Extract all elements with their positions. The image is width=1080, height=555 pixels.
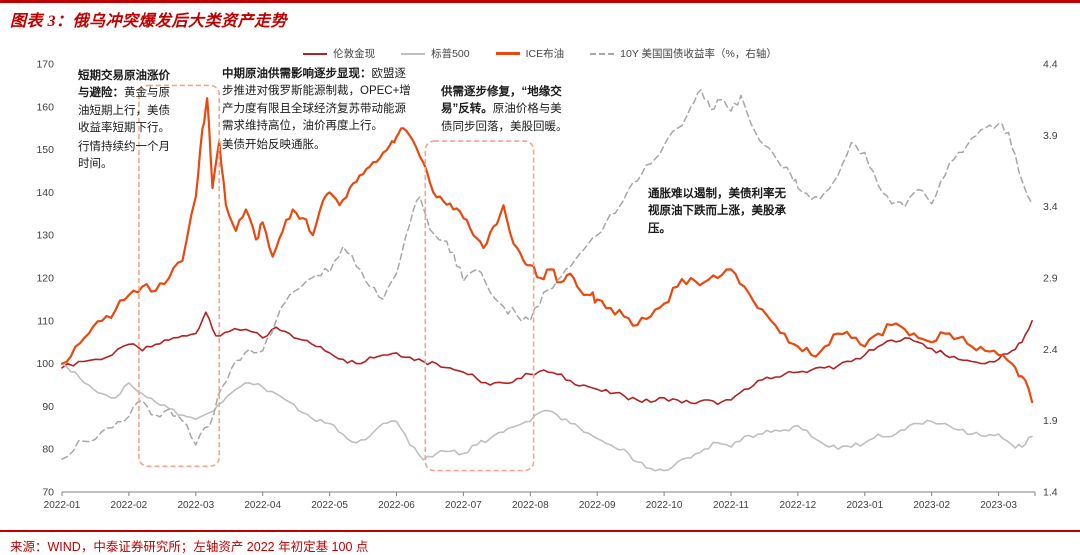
annotation-mid-term: 中期原油供需影响逐步显现：欧盟逐步推进对俄罗斯能源制裁，OPEC+增产力度有限且… xyxy=(222,66,412,154)
y-left-tick-label: 140 xyxy=(36,187,54,199)
series-line-2 xyxy=(60,97,1034,404)
annotation-short-term: 短期交易原油涨价与避险：黄金与原油短期上行，美债收益率短期下行。 行情持续约一个… xyxy=(78,68,172,174)
y-right-tick-label: 2.4 xyxy=(1043,344,1058,356)
x-axis-tick-label: 2022-07 xyxy=(445,500,482,511)
y-left-tick-label: 100 xyxy=(36,358,54,370)
annotation-mid-term-text: 欧盟逐步推进对俄罗斯能源制裁，OPEC+增产力度有限且全球经济复苏带动能源需求维… xyxy=(222,68,411,132)
y-right-tick-label: 1.9 xyxy=(1043,415,1058,427)
source-note: 来源：WIND，中泰证券研究所；左轴资产 2022 年初定基 100 点 xyxy=(10,540,369,554)
annotation-repair-text: 原油价格与美债同步回落，美股回暖。 xyxy=(441,103,568,133)
y-left-tick-label: 70 xyxy=(42,487,54,499)
legend-label-ust10y: 10Y 美国国债收益率（%，右轴） xyxy=(620,48,777,60)
series-line-3 xyxy=(61,88,1033,460)
legend-label-gold: 伦敦金现 xyxy=(333,48,376,60)
y-left-tick-label: 120 xyxy=(36,273,54,285)
sp500-line-swatch xyxy=(401,52,426,55)
x-axis-tick-label: 2022-06 xyxy=(378,500,415,511)
legend-item-brent: ICE布油 xyxy=(495,46,565,61)
x-axis-tick-label: 2022-08 xyxy=(512,500,549,511)
y-right-tick-label: 3.9 xyxy=(1043,130,1058,142)
annotation-short-term-text: 黄金与原油短期上行，美债收益率短期下行。 xyxy=(78,87,170,134)
y-left-tick-label: 160 xyxy=(36,101,54,113)
brent-line-swatch xyxy=(495,52,520,55)
y-left-tick-label: 90 xyxy=(42,401,54,413)
annotation-mid-term-para2: 美债开始反映通胀。 xyxy=(222,139,326,151)
ust10y-line-swatch xyxy=(590,52,615,55)
figure-title: 图表 3：俄乌冲突爆发后大类资产走势 xyxy=(10,13,288,30)
annotation-repair-bold: 供需逐步修复，“地缘交易”反转。 xyxy=(441,86,562,116)
x-axis-tick-label: 2022-02 xyxy=(111,500,148,511)
y-left-tick-label: 150 xyxy=(36,144,54,156)
chart-legend: 伦敦金现 标普500 ICE布油 10Y 美国国债收益率（%，右轴） xyxy=(0,46,1080,61)
x-axis-tick-label: 2022-03 xyxy=(177,500,214,511)
x-axis-tick-label: 2023-02 xyxy=(913,500,950,511)
series-line-1 xyxy=(61,362,1033,472)
highlight-box-1 xyxy=(138,84,221,468)
annotation-repair: 供需逐步修复，“地缘交易”反转。原油价格与美债同步回落，美股回暖。 xyxy=(441,84,569,136)
y-left-tick-label: 110 xyxy=(37,315,54,327)
x-axis-tick-label: 2022-05 xyxy=(311,500,348,511)
x-axis-tick-label: 2022-04 xyxy=(244,500,281,511)
legend-item-ust10y: 10Y 美国国债收益率（%，右轴） xyxy=(590,46,777,61)
x-axis-tick-label: 2022-11 xyxy=(713,500,749,511)
annotation-mid-term-bold: 中期原油供需影响逐步显现： xyxy=(222,68,372,80)
x-axis-tick-label: 2023-01 xyxy=(846,500,883,511)
highlight-box-2 xyxy=(424,140,535,472)
x-axis-tick-label: 2022-01 xyxy=(44,500,81,511)
top-red-rule xyxy=(0,0,1080,3)
y-left-tick-label: 170 xyxy=(36,59,54,71)
annotation-short-term-bold: 短期交易原油涨价与避险： xyxy=(78,70,170,100)
y-left-tick-label: 80 xyxy=(42,444,54,456)
annotation-inflation-bold: 通胀难以遏制，美债利率无视原油下跌而上涨，美股承压。 xyxy=(648,188,786,235)
x-axis-tick-label: 2022-12 xyxy=(780,500,817,511)
y-right-tick-label: 3.4 xyxy=(1043,201,1058,213)
y-right-tick-label: 1.4 xyxy=(1043,487,1058,499)
x-axis-tick-label: 2022-09 xyxy=(579,500,616,511)
legend-label-sp500: 标普500 xyxy=(431,48,470,60)
y-left-tick-label: 130 xyxy=(36,230,54,242)
legend-item-sp500: 标普500 xyxy=(401,46,470,61)
legend-item-gold: 伦敦金现 xyxy=(303,46,375,61)
annotation-inflation: 通胀难以遏制，美债利率无视原油下跌而上涨，美股承压。 xyxy=(648,186,790,238)
chart-area: 2022-01 2022-02 2022-03 2022-04 2022-05 2022-… xyxy=(0,34,1080,516)
legend-label-brent: ICE布油 xyxy=(525,48,565,60)
x-axis-tick-label: 2022-10 xyxy=(646,500,683,511)
x-axis-tick-label: 2023-03 xyxy=(980,500,1017,511)
gold-line-swatch xyxy=(303,52,328,55)
annotation-short-term-para2: 行情持续约一个月时间。 xyxy=(78,141,170,171)
chart-svg: 2022-01 2022-02 2022-03 2022-04 2022-05 2022-… xyxy=(36,59,1058,512)
bottom-red-rule xyxy=(0,530,1080,532)
y-right-tick-label: 4.4 xyxy=(1043,59,1058,71)
series-line-0 xyxy=(61,311,1033,406)
y-right-tick-label: 2.9 xyxy=(1043,273,1058,285)
